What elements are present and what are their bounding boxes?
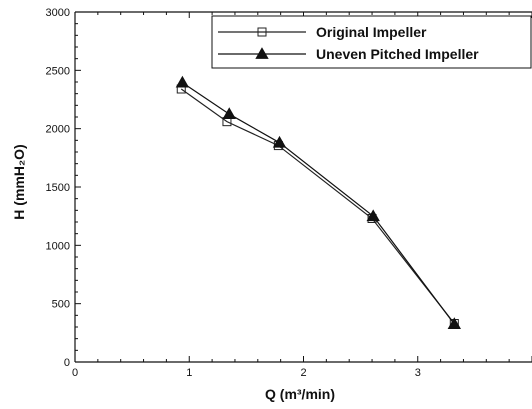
x-axis-title: Q (m³/min) — [265, 386, 335, 402]
series-layer — [175, 75, 461, 329]
legend-box — [211, 15, 532, 69]
legend: Original Impeller Uneven Pitched Impeller — [211, 15, 532, 69]
x-tick-label: 3 — [415, 367, 421, 379]
y-tick-label: 2000 — [46, 124, 70, 136]
y-tick-label: 1500 — [46, 182, 70, 194]
y-tick-label: 0 — [64, 357, 70, 369]
y-tick-label: 1000 — [46, 240, 70, 252]
y-tick-label: 500 — [52, 299, 70, 311]
x-tick-label: 2 — [300, 367, 306, 379]
y-tick-label: 2500 — [46, 65, 70, 77]
legend-label-2: Uneven Pitched Impeller — [316, 46, 479, 62]
series-2-point — [447, 317, 461, 329]
x-tick-label: 1 — [186, 367, 192, 379]
legend-marker-2 — [255, 47, 269, 59]
legend-marker-1 — [257, 27, 267, 37]
y-tick-label: 3000 — [46, 7, 70, 19]
series-2-point — [175, 75, 190, 88]
series-2-point — [272, 135, 287, 148]
y-axis-title: H (mmH₂O) — [11, 144, 27, 219]
y-axis: 0 500 1000 1500 2000 2500 3000 — [46, 7, 81, 369]
legend-label-1: Original Impeller — [316, 24, 427, 40]
x-tick-label: 0 — [72, 367, 78, 379]
series-2-point — [222, 107, 236, 119]
series-2-point — [366, 209, 380, 222]
series-line-1 — [180, 88, 455, 324]
x-axis: 0 1 2 3 — [72, 12, 532, 379]
